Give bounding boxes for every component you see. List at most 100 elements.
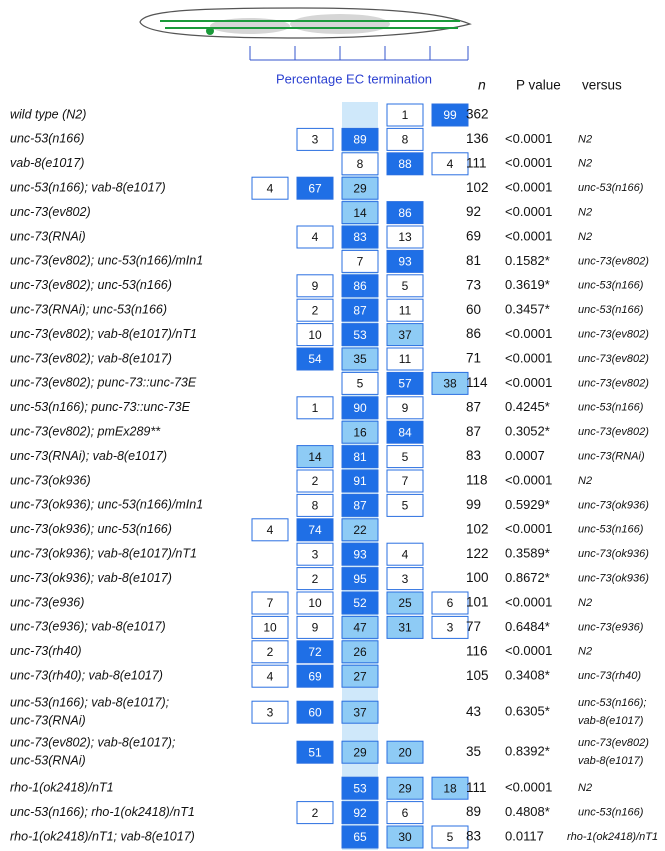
percentage-value: 1 bbox=[312, 401, 319, 415]
percentage-value: 8 bbox=[402, 133, 409, 147]
versus: unc-73(ev802) bbox=[578, 255, 649, 267]
percentage-value: 30 bbox=[398, 830, 412, 844]
p-value: <0.0001 bbox=[505, 204, 552, 219]
p-value: 0.5929* bbox=[505, 497, 550, 512]
percentage-value: 86 bbox=[398, 206, 412, 220]
genotype: unc-73(rh40) bbox=[10, 644, 82, 658]
percentage-value: 16 bbox=[353, 425, 367, 439]
percentage-value: 54 bbox=[308, 352, 322, 366]
percentage-value: 26 bbox=[353, 645, 367, 659]
n-value: 35 bbox=[466, 744, 481, 759]
percentage-value: 3 bbox=[447, 621, 454, 635]
versus: N2 bbox=[578, 158, 592, 170]
n-value: 114 bbox=[466, 375, 488, 390]
n-value: 87 bbox=[466, 424, 481, 439]
versus: unc-73(ok936) bbox=[578, 548, 649, 560]
percentage-value: 11 bbox=[399, 352, 412, 366]
n-value: 89 bbox=[466, 804, 481, 819]
versus: unc-73(rh40) bbox=[578, 670, 641, 682]
n-value: 116 bbox=[466, 643, 488, 658]
n-value: 99 bbox=[466, 497, 481, 512]
percentage-value: 5 bbox=[402, 279, 409, 293]
versus: N2 bbox=[578, 646, 592, 658]
percentage-value: 2 bbox=[312, 572, 319, 586]
percentage-value: 86 bbox=[353, 279, 367, 293]
n-value: 73 bbox=[466, 277, 481, 292]
percentage-value: 9 bbox=[312, 621, 319, 635]
versus: unc-73(ok936) bbox=[578, 499, 649, 511]
p-value: 0.8672* bbox=[505, 570, 550, 585]
p-value: 0.0007 bbox=[505, 448, 545, 463]
p-value: <0.0001 bbox=[505, 521, 552, 536]
percentage-value: 92 bbox=[353, 806, 367, 820]
versus: rho-1(ok2418)/nT1 bbox=[567, 831, 658, 843]
p-value: 0.8392* bbox=[505, 744, 550, 759]
percentage-value: 29 bbox=[353, 181, 367, 195]
percentage-value: 11 bbox=[399, 303, 412, 317]
n-value: 83 bbox=[466, 829, 481, 844]
percentage-value: 83 bbox=[353, 230, 367, 244]
p-value: <0.0001 bbox=[505, 326, 552, 341]
percentage-value: 25 bbox=[398, 596, 412, 610]
versus: unc-53(n166) bbox=[578, 280, 644, 292]
n-value: 86 bbox=[466, 326, 481, 341]
genotype: unc-73(ok936); unc-53(n166)/mIn1 bbox=[10, 498, 203, 512]
p-value: <0.0001 bbox=[505, 780, 552, 795]
percentage-value: 90 bbox=[353, 401, 367, 415]
n-value: 122 bbox=[466, 546, 489, 561]
versus: N2 bbox=[578, 231, 592, 243]
n-value: 118 bbox=[466, 473, 488, 488]
figure: Percentage EC termination n P value vers… bbox=[0, 0, 665, 851]
p-header: P value bbox=[516, 78, 561, 93]
genotype: wild type (N2) bbox=[10, 107, 86, 121]
percentage-value: 60 bbox=[308, 705, 322, 719]
percentage-value: 89 bbox=[353, 133, 367, 147]
versus: unc-73(ev802) bbox=[578, 737, 649, 749]
percentage-value: 4 bbox=[402, 547, 409, 561]
percentage-value: 53 bbox=[353, 328, 367, 342]
versus: unc-73(ev802) bbox=[578, 377, 649, 389]
p-value: <0.0001 bbox=[505, 228, 552, 243]
n-value: 102 bbox=[466, 521, 489, 536]
percentage-value: 93 bbox=[398, 255, 412, 269]
percentage-value: 14 bbox=[308, 450, 322, 464]
percentage-value: 93 bbox=[353, 547, 367, 561]
percentage-value: 14 bbox=[353, 206, 367, 220]
p-value: <0.0001 bbox=[505, 155, 552, 170]
percentage-value: 10 bbox=[308, 328, 322, 342]
percentage-value: 2 bbox=[267, 645, 274, 659]
percentage-value: 7 bbox=[267, 596, 274, 610]
genotype: unc-73(ev802); vab-8(e1017) bbox=[10, 351, 172, 365]
percentage-value: 99 bbox=[443, 108, 457, 122]
n-value: 71 bbox=[466, 351, 481, 366]
versus: unc-53(n166) bbox=[578, 304, 644, 316]
percentage-value: 29 bbox=[398, 781, 412, 795]
percentage-value: 8 bbox=[357, 157, 364, 171]
p-value: <0.0001 bbox=[505, 350, 552, 365]
n-value: 87 bbox=[466, 399, 481, 414]
percentage-value: 20 bbox=[398, 745, 412, 759]
genotype: unc-73(ok936); vab-8(e1017)/nT1 bbox=[10, 546, 197, 560]
p-value: 0.4808* bbox=[505, 804, 550, 819]
versus: N2 bbox=[578, 207, 592, 219]
percentage-value: 9 bbox=[312, 279, 319, 293]
p-value: 0.6484* bbox=[505, 619, 550, 634]
percentage-value: 29 bbox=[353, 745, 367, 759]
percentage-value: 6 bbox=[402, 806, 409, 820]
n-value: 105 bbox=[466, 668, 489, 683]
versus: unc-73(e936) bbox=[578, 621, 644, 633]
percentage-value: 47 bbox=[353, 621, 367, 635]
n-value: 69 bbox=[466, 229, 481, 244]
n-value: 101 bbox=[466, 595, 489, 610]
genotype: unc-73(rh40); vab-8(e1017) bbox=[10, 668, 163, 682]
genotype: unc-73(ev802); vab-8(e1017)/nT1 bbox=[10, 327, 197, 341]
percentage-value: 35 bbox=[353, 352, 367, 366]
n-value: 136 bbox=[466, 131, 489, 146]
n-value: 43 bbox=[466, 704, 481, 719]
p-value: 0.3619* bbox=[505, 277, 550, 292]
percentage-value: 5 bbox=[447, 830, 454, 844]
p-value: <0.0001 bbox=[505, 131, 552, 146]
genotype: unc-73(RNAi) bbox=[10, 713, 86, 727]
percentage-value: 9 bbox=[402, 401, 409, 415]
percentage-value: 88 bbox=[398, 157, 412, 171]
